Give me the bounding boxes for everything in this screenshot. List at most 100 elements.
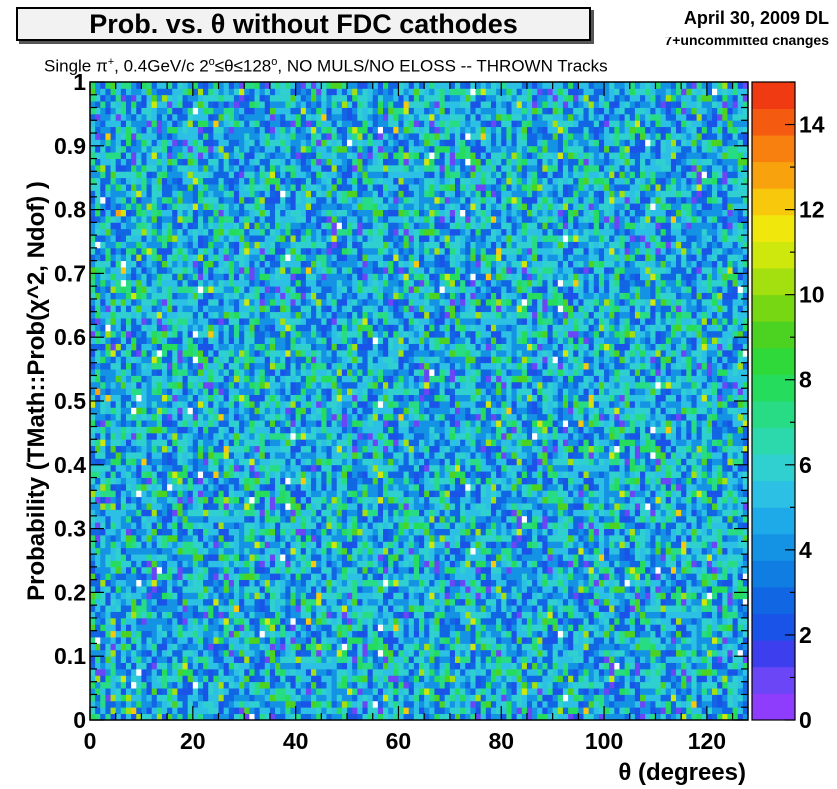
heatmap-cell xyxy=(105,420,111,427)
heatmap-cell xyxy=(223,196,230,204)
heatmap-cell xyxy=(131,617,137,625)
heatmap-cell xyxy=(218,279,225,287)
heatmap-cell xyxy=(341,273,348,281)
heatmap-cell xyxy=(321,209,327,217)
heatmap-cell xyxy=(218,228,225,236)
heatmap-cell xyxy=(105,413,111,421)
heatmap-cell xyxy=(115,566,122,574)
heatmap-cell xyxy=(285,573,291,581)
heatmap-cell xyxy=(203,490,209,498)
heatmap-cell xyxy=(254,330,261,338)
heatmap-cell xyxy=(311,356,317,364)
heatmap-cell xyxy=(305,439,312,447)
heatmap-cell xyxy=(218,407,225,415)
heatmap-cell xyxy=(100,649,106,657)
heatmap-cell xyxy=(326,624,333,632)
heatmap-cell xyxy=(120,522,127,529)
heatmap-cell xyxy=(213,305,219,313)
heatmap-cell xyxy=(269,196,276,204)
heatmap-cell xyxy=(341,637,348,644)
heatmap-cell xyxy=(228,662,235,670)
heatmap-cell xyxy=(259,445,266,453)
heatmap-cell xyxy=(197,82,204,89)
heatmap-cell xyxy=(244,643,250,651)
heatmap-cell xyxy=(326,426,333,434)
heatmap-cell xyxy=(100,145,106,153)
heatmap-cell xyxy=(321,649,327,657)
heatmap-cell xyxy=(264,541,271,549)
heatmap-cell xyxy=(120,515,127,523)
heatmap-cell xyxy=(192,267,199,274)
heatmap-cell xyxy=(300,305,307,313)
heatmap-cell xyxy=(151,713,158,721)
heatmap-cell xyxy=(321,579,327,587)
heatmap-cell xyxy=(290,471,297,478)
heatmap-cell xyxy=(295,579,302,587)
heatmap-cell xyxy=(218,566,225,574)
heatmap-cell xyxy=(254,675,261,683)
heatmap-cell xyxy=(244,566,250,574)
heatmap-cell xyxy=(125,356,132,364)
heatmap-cell xyxy=(254,298,261,306)
heatmap-cell xyxy=(341,688,348,695)
heatmap-cell xyxy=(115,668,122,676)
heatmap-cell xyxy=(167,413,173,421)
heatmap-cell xyxy=(192,541,199,549)
heatmap-cell xyxy=(223,88,230,96)
heatmap-cell xyxy=(136,579,142,587)
heatmap-cell xyxy=(161,503,168,510)
heatmap-cell xyxy=(275,152,281,159)
heatmap-cell xyxy=(177,369,183,376)
heatmap-cell xyxy=(156,164,163,172)
heatmap-cell xyxy=(244,611,250,619)
heatmap-cell xyxy=(172,458,178,466)
heatmap-cell xyxy=(259,503,266,510)
heatmap-cell xyxy=(197,643,204,651)
heatmap-cell xyxy=(311,668,317,676)
heatmap-cell xyxy=(203,228,209,236)
heatmap-cell xyxy=(305,707,312,715)
heatmap-cell xyxy=(213,445,219,453)
heatmap-cell xyxy=(336,445,343,453)
heatmap-cell xyxy=(249,458,255,466)
heatmap-cell xyxy=(131,311,137,319)
heatmap-cell xyxy=(326,196,333,204)
heatmap-cell xyxy=(233,439,240,447)
heatmap-cell xyxy=(208,490,214,498)
heatmap-cell xyxy=(244,464,250,472)
heatmap-cell xyxy=(141,305,147,313)
heatmap-cell xyxy=(156,694,163,702)
heatmap-cell xyxy=(280,637,286,644)
heatmap-cell xyxy=(228,107,235,115)
heatmap-cell xyxy=(120,375,127,383)
heatmap-cell xyxy=(321,349,327,357)
heatmap-cell xyxy=(223,707,230,715)
heatmap-cell xyxy=(275,337,281,344)
heatmap-cell xyxy=(192,235,199,242)
heatmap-cell xyxy=(239,668,245,676)
heatmap-cell xyxy=(115,273,122,281)
heatmap-cell xyxy=(331,349,338,357)
heatmap-cell xyxy=(172,426,178,434)
heatmap-cell xyxy=(341,177,348,185)
heatmap-cell xyxy=(326,611,333,619)
heatmap-cell xyxy=(213,324,219,332)
heatmap-cell xyxy=(300,356,307,364)
heatmap-cell xyxy=(233,452,240,459)
heatmap-cell xyxy=(213,375,219,383)
heatmap-cell xyxy=(110,547,117,555)
heatmap-cell xyxy=(249,349,255,357)
heatmap-cell xyxy=(167,190,173,198)
heatmap-cell xyxy=(280,503,286,510)
heatmap-cell xyxy=(115,426,122,434)
heatmap-cell xyxy=(249,426,255,434)
heatmap-cell xyxy=(311,605,317,612)
heatmap-cell xyxy=(321,617,327,625)
heatmap-cell xyxy=(110,235,117,242)
heatmap-cell xyxy=(192,560,199,568)
heatmap-cell xyxy=(285,598,291,606)
heatmap-cell xyxy=(290,267,297,274)
heatmap-cell xyxy=(100,496,106,504)
heatmap-cell xyxy=(90,681,96,689)
heatmap-cell xyxy=(187,413,194,421)
